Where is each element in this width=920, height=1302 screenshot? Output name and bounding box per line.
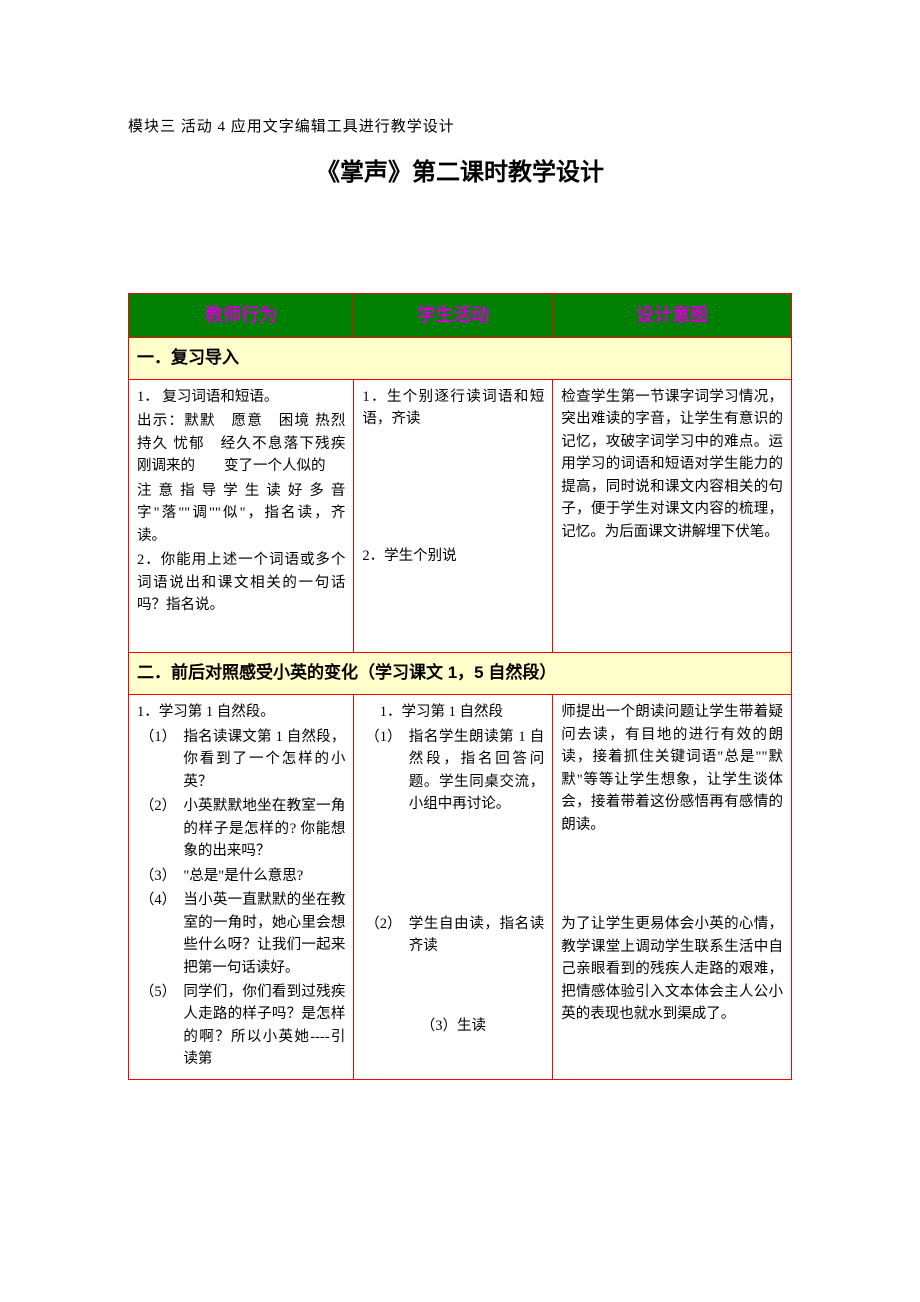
teacher-text: 出示：默默 愿意 困境 热烈 持久 忧郁 经久不息落下残疾 刚调来的 变了一个人… — [137, 410, 345, 477]
teacher-item: （4） 当小英一直默默的坐在教室的一角时，她心里会想些什么呀？让我们一起来把第一… — [137, 889, 345, 979]
section-1-content-row: 1． 复习词语和短语。 出示：默默 愿意 困境 热烈 持久 忧郁 经久不息落下残… — [129, 379, 792, 653]
page-title: 《掌声》第二课时教学设计 — [128, 153, 792, 194]
teacher-item: （5） 同学们，你们看到过残疾人走路的样子吗？是怎样的啊？所以小英她----引读… — [137, 981, 345, 1071]
section-2-intent: 师提出一个朗读问题让学生带着疑问去读，有目地的进行有效的朗读，接着抓住关键词语"… — [553, 695, 792, 1080]
teacher-item: （3） "总是"是什么意思? — [137, 865, 345, 887]
section-1-teacher: 1． 复习词语和短语。 出示：默默 愿意 困境 热烈 持久 忧郁 经久不息落下残… — [129, 379, 354, 653]
student-item: （3） 生读 — [362, 1015, 544, 1037]
spacer — [561, 838, 783, 913]
item-text: 生读 — [457, 1015, 486, 1037]
item-text: "总是"是什么意思? — [183, 865, 345, 887]
student-text: 1．生个别逐行读词语和短语，齐读 — [362, 386, 544, 431]
lesson-plan-table: 教师行为 学生活动 设计意图 一．复习导入 1． 复习词语和短语。 出示：默默 … — [128, 293, 792, 1080]
student-intro: 1．学习第 1 自然段 — [362, 701, 544, 723]
item-num: （2） — [362, 913, 408, 958]
item-text: 小英默默地坐在教室一角的样子是怎样的? 你能想象的出来吗？ — [183, 795, 345, 862]
section-2-content-row: 1．学习第 1 自然段。 （1） 指名读课文第 1 自然段，你看到了一个怎样的小… — [129, 695, 792, 1080]
intent-text: 为了让学生更易体会小英的心情，教学课堂上调动学生联系生活中自己亲眼看到的残疾人走… — [561, 913, 783, 1025]
teacher-item: （1） 指名读课文第 1 自然段，你看到了一个怎样的小英？ — [137, 726, 345, 793]
header-student: 学生活动 — [354, 294, 553, 338]
intent-text: 检查学生第一节课字词学习情况，突出难读的字音，让学生有意识的记忆，攻破字词学习中… — [561, 386, 783, 543]
item-num: （3） — [421, 1015, 457, 1037]
section-1-title: 一．复习导入 — [129, 337, 792, 379]
section-1-intent: 检查学生第一节课字词学习情况，突出难读的字音，让学生有意识的记忆，攻破字词学习中… — [553, 379, 792, 653]
item-num: （3） — [137, 865, 183, 887]
item-num: （1） — [137, 726, 183, 793]
item-text: 同学们，你们看到过残疾人走路的样子吗？是怎样的啊？所以小英她----引读第 — [183, 981, 345, 1071]
spacer — [362, 818, 544, 913]
item-num: （1） — [362, 726, 408, 816]
section-1-title-row: 一．复习导入 — [129, 337, 792, 379]
item-num: （5） — [137, 981, 183, 1071]
section-2-title-row: 二．前后对照感受小英的变化（学习课文 1，5 自然段） — [129, 653, 792, 695]
teacher-item: （2） 小英默默地坐在教室一角的样子是怎样的? 你能想象的出来吗？ — [137, 795, 345, 862]
student-text: 2．学生个别说 — [362, 545, 544, 567]
teacher-intro: 1．学习第 1 自然段。 — [137, 701, 345, 723]
section-1-student: 1．生个别逐行读词语和短语，齐读 2．学生个别说 — [354, 379, 553, 653]
student-item: （1） 指名学生朗读第 1 自然段，指名回答问题。学生同桌交流，小组中再讨论。 — [362, 726, 544, 816]
header-teacher: 教师行为 — [129, 294, 354, 338]
item-num: （2） — [137, 795, 183, 862]
spacer — [137, 618, 345, 646]
intent-text: 师提出一个朗读问题让学生带着疑问去读，有目地的进行有效的朗读，接着抓住关键词语"… — [561, 701, 783, 836]
student-item: （2） 学生自由读，指名读齐读 — [362, 913, 544, 958]
section-2-title: 二．前后对照感受小英的变化（学习课文 1，5 自然段） — [129, 653, 792, 695]
section-2-student: 1．学习第 1 自然段 （1） 指名学生朗读第 1 自然段，指名回答问题。学生同… — [354, 695, 553, 1080]
table-header-row: 教师行为 学生活动 设计意图 — [129, 294, 792, 338]
header-intent: 设计意图 — [553, 294, 792, 338]
spacer — [362, 433, 544, 545]
teacher-text: 1． 复习词语和短语。 — [137, 386, 345, 408]
teacher-text: 注意指导学生读好多音字"落""调""似"，指名读，齐读。 — [137, 480, 345, 547]
item-text: 指名学生朗读第 1 自然段，指名回答问题。学生同桌交流，小组中再讨论。 — [409, 726, 545, 816]
teacher-text: 2．你能用上述一个词语或多个词语说出和课文相关的一句话吗？指名说。 — [137, 549, 345, 616]
item-text: 指名读课文第 1 自然段，你看到了一个怎样的小英？ — [183, 726, 345, 793]
breadcrumb: 模块三 活动 4 应用文字编辑工具进行教学设计 — [128, 115, 792, 141]
section-2-teacher: 1．学习第 1 自然段。 （1） 指名读课文第 1 自然段，你看到了一个怎样的小… — [129, 695, 354, 1080]
spacer — [362, 960, 544, 1015]
item-text: 当小英一直默默的坐在教室的一角时，她心里会想些什么呀？让我们一起来把第一句话读好… — [183, 889, 345, 979]
item-text: 学生自由读，指名读齐读 — [409, 913, 545, 958]
item-num: （4） — [137, 889, 183, 979]
